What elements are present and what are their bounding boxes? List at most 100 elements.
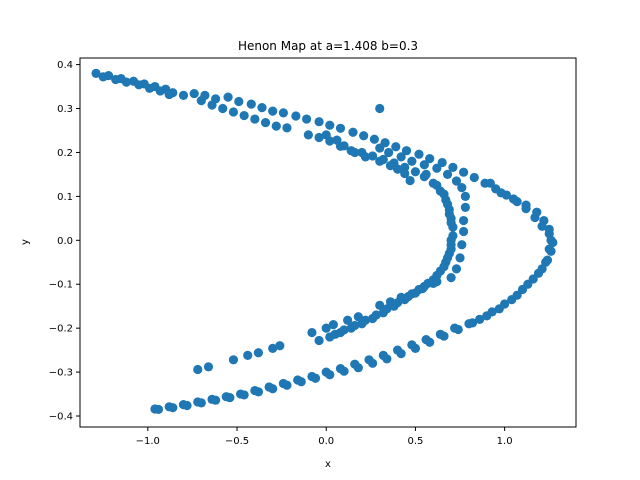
scatter-point — [464, 319, 474, 329]
scatter-point — [496, 188, 506, 198]
scatter-point — [508, 194, 519, 204]
scatter-point — [485, 178, 495, 188]
scatter-point — [330, 329, 340, 339]
scatter-point — [460, 191, 470, 201]
scatter-point — [421, 334, 431, 345]
y-tick-label: −0.2 — [49, 324, 73, 335]
scatter-point — [375, 103, 385, 114]
y-tick-label: 0.1 — [57, 192, 73, 203]
scatter-point — [368, 151, 378, 161]
x-tick-label: 0.0 — [318, 436, 334, 447]
scatter-point — [439, 262, 449, 272]
scatter-point — [405, 175, 415, 186]
plot-frame — [79, 57, 577, 428]
scatter-point — [475, 314, 485, 324]
scatter-point — [460, 202, 470, 212]
scatter-point — [196, 96, 206, 106]
scatter-point — [178, 400, 189, 410]
scatter-point — [360, 315, 371, 325]
scatter-point — [243, 350, 253, 360]
scatter-point — [375, 156, 385, 166]
scatter-point — [343, 315, 353, 325]
scatter-point — [385, 161, 396, 171]
scatter-point — [533, 268, 544, 278]
scatter-point — [246, 99, 256, 109]
scatter-point — [207, 100, 217, 110]
scatter-point — [407, 156, 417, 166]
scatter-point — [293, 375, 303, 385]
scatter-point — [332, 135, 342, 145]
scatter-point — [350, 147, 360, 158]
scatter-point — [257, 103, 267, 113]
scatter-point — [228, 355, 239, 365]
scatter-point — [459, 215, 469, 226]
scatter-point — [541, 257, 551, 267]
scatter-point — [442, 169, 453, 180]
scatter-point — [532, 207, 542, 217]
scatter-point — [414, 284, 424, 295]
scatter-point — [521, 200, 531, 210]
scatter-point — [350, 359, 360, 369]
scatter-point — [457, 182, 467, 193]
scatter-point — [348, 127, 358, 137]
scatter-point — [446, 235, 456, 245]
scatter-point — [189, 88, 199, 99]
y-tick-label: 0.2 — [57, 148, 73, 159]
scatter-point — [500, 299, 510, 309]
scatter-point — [364, 355, 374, 365]
y-tick-label: −0.1 — [49, 280, 73, 291]
scatter-point — [339, 141, 349, 151]
scatter-point — [111, 74, 121, 85]
scatter-point — [134, 80, 144, 90]
scatter-point — [164, 402, 174, 412]
scatter-point — [321, 323, 331, 333]
scatter-point — [278, 378, 288, 389]
scatter-point — [446, 273, 456, 283]
scatter-point — [221, 392, 231, 402]
scatter-point — [425, 154, 435, 164]
scatter-point — [392, 164, 403, 174]
scatter-point — [375, 300, 385, 310]
scatter-point — [193, 364, 203, 375]
scatter-point — [396, 152, 406, 162]
scatter-point — [371, 310, 381, 320]
scatter-point — [385, 297, 396, 307]
scatter-point — [546, 235, 556, 245]
scatter-point — [223, 92, 233, 102]
y-axis-ticks: −0.4 −0.3 −0.2 −0.1 0.0 0.1 0.2 0.3 0.4 — [49, 60, 80, 423]
scatter-point — [446, 218, 456, 228]
scatter-point — [544, 244, 554, 254]
scatter-point — [391, 142, 401, 152]
scatter-point — [228, 107, 239, 117]
scatter-point — [353, 312, 363, 322]
scatter-point — [91, 68, 101, 78]
x-tick-label: −0.5 — [225, 436, 249, 447]
scatter-point — [523, 279, 533, 289]
scatter-point — [335, 363, 346, 374]
scatter-point — [250, 385, 260, 396]
scatter-point — [235, 389, 246, 399]
scatter-point — [469, 172, 479, 183]
scatter-point — [444, 209, 454, 219]
scatter-point — [451, 264, 462, 274]
scatter-point — [350, 320, 360, 331]
scatter-point — [253, 348, 264, 358]
scatter-point — [301, 114, 312, 124]
scatter-point — [392, 345, 403, 355]
y-tick-label: −0.3 — [49, 368, 73, 379]
scatter-point — [378, 350, 388, 360]
scatter-point — [271, 121, 281, 131]
scatter-point — [439, 189, 449, 199]
scatter-point — [400, 168, 410, 179]
scatter-point — [325, 120, 335, 130]
scatter-point — [239, 110, 249, 121]
scatter-point — [268, 343, 278, 353]
chart-title: Henon Map at a=1.408 b=0.3 — [238, 39, 418, 53]
scatter-point — [512, 290, 522, 300]
scatter-point — [335, 123, 346, 133]
scatter-point — [442, 253, 453, 263]
scatter-point — [359, 131, 369, 141]
scatter-point — [539, 215, 549, 226]
